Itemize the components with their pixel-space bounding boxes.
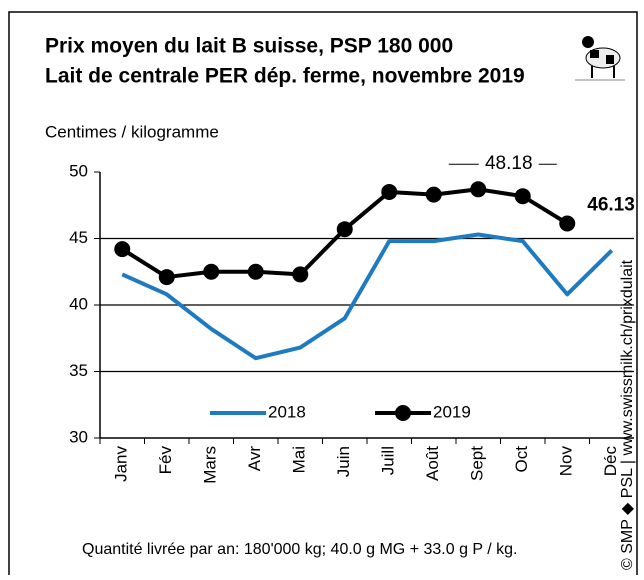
y-tick-label: 50	[69, 161, 88, 180]
chart-title: Prix moyen du lait B suisse, PSP 180 000	[45, 35, 453, 58]
point	[470, 181, 486, 197]
chart: Prix moyen du lait B suisse, PSP 180 000…	[0, 0, 644, 575]
x-tick-label: Déc	[601, 446, 620, 477]
y-tick-label: 35	[69, 361, 88, 380]
point	[559, 215, 575, 231]
point	[381, 184, 397, 200]
point	[292, 266, 308, 282]
point	[159, 269, 175, 285]
point	[203, 264, 219, 280]
value-label: 46.13	[587, 194, 635, 215]
cow-icon	[575, 36, 625, 80]
point	[337, 221, 353, 237]
x-tick-label: Juill	[379, 446, 398, 475]
series-line	[122, 235, 612, 359]
frame	[9, 12, 637, 575]
x-tick-label: Janv	[112, 446, 131, 482]
footnote: Quantité livrée par an: 180'000 kg; 40.0…	[82, 541, 517, 558]
x-tick-label: Fév	[156, 446, 175, 475]
y-tick-label: 30	[69, 427, 88, 446]
point	[248, 264, 264, 280]
y-tick-label: 45	[69, 228, 88, 247]
point	[114, 241, 130, 257]
y-tick-label: 40	[69, 294, 88, 313]
x-tick-label: Avr	[245, 446, 264, 472]
x-tick-label: Mai	[290, 446, 309, 473]
legend-label: 2019	[433, 402, 471, 421]
x-tick-label: Août	[423, 446, 442, 481]
point	[515, 188, 531, 204]
chart-subtitle: Lait de centrale PER dép. ferme, novembr…	[45, 65, 525, 88]
legend-marker	[395, 405, 411, 421]
x-tick-label: Oct	[512, 446, 531, 473]
y-axis-label: Centimes / kilogramme	[45, 122, 219, 141]
x-tick-label: Sept	[468, 446, 487, 481]
value-label: 48.18	[485, 153, 533, 174]
x-tick-label: Nov	[557, 446, 576, 477]
x-tick-label: Juin	[334, 446, 353, 477]
legend-label: 2018	[268, 402, 306, 421]
x-tick-label: Mars	[201, 446, 220, 484]
point	[426, 187, 442, 203]
source: © SMP ◆ PSL | www.swissmilk.ch/prixdulai…	[619, 259, 636, 570]
